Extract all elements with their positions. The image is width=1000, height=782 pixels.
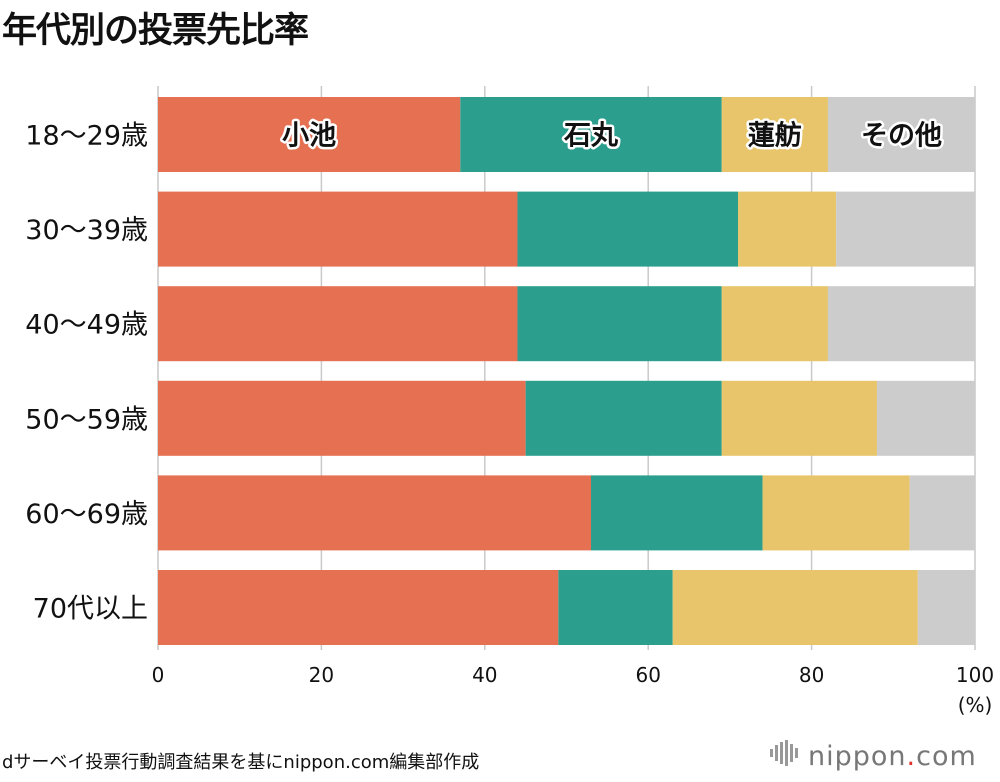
nippon-logo[interactable]: nippon. com bbox=[770, 740, 977, 773]
x-tick-label-40: 40 bbox=[472, 663, 497, 687]
bar-1-series-1 bbox=[158, 97, 461, 172]
bar-1-series-4 bbox=[827, 97, 975, 172]
source-footer: dサーベイ投票行動調査結果を基にnippon.com編集部作成 bbox=[2, 752, 480, 773]
bar-2-series-1 bbox=[158, 191, 518, 267]
category-labels: 18〜29歳 30〜39歳 40〜49歳 50〜59歳 60〜69歳 70代以上 bbox=[25, 121, 148, 625]
bar-3-series-2 bbox=[517, 286, 722, 362]
bar-3-series-1 bbox=[158, 286, 518, 362]
x-tick-label-60: 60 bbox=[635, 663, 660, 687]
x-tick-label-20: 20 bbox=[309, 663, 334, 687]
bar-3-series-3 bbox=[721, 286, 828, 362]
bars bbox=[158, 97, 975, 645]
bar-5-series-3 bbox=[762, 475, 910, 551]
x-tick-label-80: 80 bbox=[799, 663, 824, 687]
logo-suffix: com bbox=[916, 741, 977, 772]
category-label-1: 18〜29歳 bbox=[25, 121, 148, 152]
category-label-6: 70代以上 bbox=[33, 594, 148, 625]
category-label-3: 40〜49歳 bbox=[25, 310, 148, 341]
nippon-mark-icon bbox=[770, 740, 800, 773]
category-label-2: 30〜39歳 bbox=[25, 215, 148, 246]
bar-2-series-4 bbox=[836, 191, 975, 267]
category-label-5: 60〜69歳 bbox=[25, 499, 148, 530]
x-tick-label-100: 100 bbox=[956, 663, 994, 687]
bar-5-series-4 bbox=[909, 475, 975, 551]
bar-6-series-4 bbox=[917, 570, 975, 645]
category-label-4: 50〜59歳 bbox=[25, 404, 148, 435]
series-label-4: その他 bbox=[861, 121, 942, 152]
series-labels: 小池 石丸 蓮舫 その他 bbox=[280, 117, 945, 154]
bar-4-series-1 bbox=[158, 380, 526, 456]
bar-5-series-2 bbox=[591, 475, 763, 551]
series-label-1: 小池 bbox=[282, 121, 336, 152]
x-tick-labels: 0 20 40 60 80 100 bbox=[152, 663, 994, 687]
bar-6-series-1 bbox=[158, 570, 559, 645]
bar-3-series-4 bbox=[827, 286, 975, 362]
bar-4-series-4 bbox=[876, 380, 975, 456]
bar-1-series-3 bbox=[721, 97, 828, 172]
bar-1-series-2 bbox=[460, 97, 722, 172]
series-label-3: 蓮舫 bbox=[748, 120, 802, 152]
bar-6-series-3 bbox=[672, 570, 918, 645]
bar-6-series-2 bbox=[558, 570, 673, 645]
series-label-2: 石丸 bbox=[563, 121, 618, 152]
logo-dot: . bbox=[906, 741, 917, 772]
bar-5-series-1 bbox=[158, 475, 592, 551]
bar-2-series-2 bbox=[517, 191, 739, 267]
bar-4-series-2 bbox=[525, 380, 722, 456]
chart-title: 年代別の投票先比率 bbox=[2, 11, 309, 51]
grid-lines bbox=[157, 86, 976, 650]
bar-4-series-3 bbox=[721, 380, 877, 456]
logo-name: nippon bbox=[808, 741, 907, 772]
bar-2-series-3 bbox=[738, 191, 837, 267]
x-tick-label-0: 0 bbox=[152, 663, 165, 687]
x-axis-unit-label: (%) bbox=[958, 693, 993, 717]
